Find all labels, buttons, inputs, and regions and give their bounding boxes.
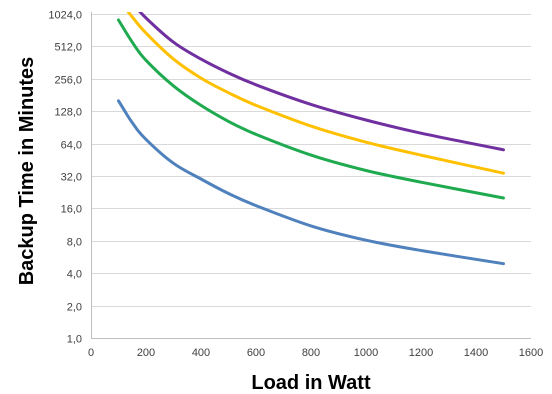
grid <box>91 14 531 307</box>
axes <box>91 12 531 339</box>
x-axis-title: Load in Watt <box>251 372 371 394</box>
y-tick-label: 2,0 <box>67 302 82 314</box>
y-tick-label: 128,0 <box>54 107 82 119</box>
x-tick-label: 400 <box>192 347 210 359</box>
x-tick-label: 1200 <box>409 347 433 359</box>
y-axis-ticks: 1,0 2,0 4,0 8,0 16,0 32,0 64,0 128,0 256,0 512,0 1… <box>48 10 82 346</box>
x-tick-label: 800 <box>302 347 320 359</box>
y-tick-label: 1024,0 <box>48 10 82 22</box>
y-tick-label: 64,0 <box>61 140 82 152</box>
y-tick-label: 32,0 <box>61 172 82 184</box>
x-tick-label: 200 <box>137 347 155 359</box>
series-line-4 <box>138 12 505 152</box>
x-tick-label: 0 <box>88 347 94 359</box>
series-line-1 <box>117 99 505 266</box>
series-line-3 <box>126 12 505 175</box>
y-tick-label: 8,0 <box>67 237 82 249</box>
x-tick-label: 1000 <box>354 347 378 359</box>
y-tick-label: 256,0 <box>54 75 82 87</box>
y-tick-label: 16,0 <box>61 204 82 216</box>
series-group <box>117 12 505 266</box>
x-tick-label: 600 <box>247 347 265 359</box>
y-axis-title: Backup Time in Minutes <box>16 57 38 286</box>
y-tick-label: 512,0 <box>54 42 82 54</box>
x-axis-ticks: 0 200 400 600 800 1000 1200 1400 1600 <box>88 347 543 359</box>
x-tick-label: 1600 <box>519 347 543 359</box>
y-tick-label: 4,0 <box>67 269 82 281</box>
x-tick-label: 1400 <box>464 347 488 359</box>
y-tick-label: 1,0 <box>67 334 82 346</box>
series-line-2 <box>117 18 505 200</box>
